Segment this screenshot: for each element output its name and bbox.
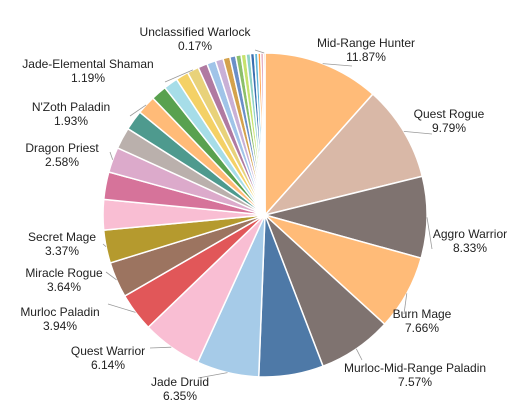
slice-label-name: Secret Mage: [28, 230, 96, 244]
leader-line: [403, 131, 433, 135]
slice-label-name: Jade Druid: [151, 375, 209, 389]
slice-label-percent: 3.64%: [47, 280, 81, 294]
slice-label: Burn Mage 7.66%: [393, 307, 452, 335]
slice-label-percent: 9.79%: [432, 121, 466, 135]
leader-line: [129, 104, 147, 117]
slice-label-percent: 7.66%: [405, 321, 439, 335]
slice-label-percent: 8.33%: [453, 241, 487, 255]
slice-label: Jade Druid 6.35%: [151, 375, 209, 403]
pie-slices: [102, 52, 428, 378]
leader-line: [102, 243, 107, 248]
slice-label-name: Unclassified Warlock: [140, 25, 252, 39]
slice-label-percent: 6.35%: [163, 389, 197, 403]
slice-label-name: Quest Rogue: [414, 107, 485, 121]
leader-line: [149, 346, 172, 349]
leader-line: [355, 348, 363, 361]
slice-label-name: Aggro Warrior: [433, 227, 507, 241]
slice-label-percent: 1.93%: [54, 114, 88, 128]
leader-line: [105, 271, 117, 281]
slice-label-name: N'Zoth Paladin: [32, 100, 110, 114]
slice-label: Unclassified Warlock 0.17%: [140, 25, 252, 53]
leader-line: [197, 372, 228, 379]
slice-label-name: Jade-Elemental Shaman: [22, 57, 153, 71]
slice-label: Quest Rogue 9.79%: [414, 107, 485, 135]
slice-label: Mid-Range Hunter 11.87%: [317, 36, 415, 64]
leader-line: [164, 69, 194, 83]
leader-line: [403, 293, 408, 315]
slice-label: Secret Mage 3.37%: [28, 230, 96, 258]
slice-label-percent: 3.94%: [43, 319, 77, 333]
slice-labels: Mid-Range Hunter 11.87% Quest Rogue 9.79% Ag…: [20, 25, 507, 403]
slice-label-percent: 7.57%: [398, 375, 432, 389]
leader-line: [322, 63, 353, 67]
slice-label-name: Miracle Rogue: [25, 266, 103, 280]
slice-label-percent: 6.14%: [91, 358, 125, 372]
leader-line: [254, 49, 265, 54]
slice-label-percent: 0.17%: [178, 39, 212, 53]
slice-label-name: Burn Mage: [393, 307, 452, 321]
slice-label: Quest Warrior 6.14%: [71, 344, 145, 372]
slice-label-percent: 2.58%: [45, 155, 79, 169]
leader-lines: [102, 49, 433, 379]
leader-line: [107, 303, 136, 313]
slice-label: Dragon Priest 2.58%: [25, 141, 99, 169]
leader-line: [109, 151, 114, 160]
slice-label: Jade-Elemental Shaman 1.19%: [22, 57, 153, 85]
slice-label-percent: 11.87%: [346, 50, 386, 64]
pie-slice-quest-rogue: [262, 93, 424, 217]
slice-label-name: Murloc-Mid-Range Paladin: [344, 361, 486, 375]
slice-label-name: Murloc Paladin: [20, 305, 99, 319]
slice-label-name: Mid-Range Hunter: [317, 36, 415, 50]
leader-line: [426, 217, 433, 250]
slice-label: Murloc-Mid-Range Paladin 7.57%: [344, 361, 486, 389]
slice-label: Murloc Paladin 3.94%: [20, 305, 99, 333]
slice-label-percent: 1.19%: [71, 71, 105, 85]
slice-label: Miracle Rogue 3.64%: [25, 266, 103, 294]
slice-label: N'Zoth Paladin 1.93%: [32, 100, 110, 128]
slice-label-percent: 3.37%: [45, 244, 79, 258]
slice-label-name: Dragon Priest: [25, 141, 99, 155]
slice-label-name: Quest Warrior: [71, 344, 145, 358]
slice-label: Aggro Warrior 8.33%: [433, 227, 507, 255]
